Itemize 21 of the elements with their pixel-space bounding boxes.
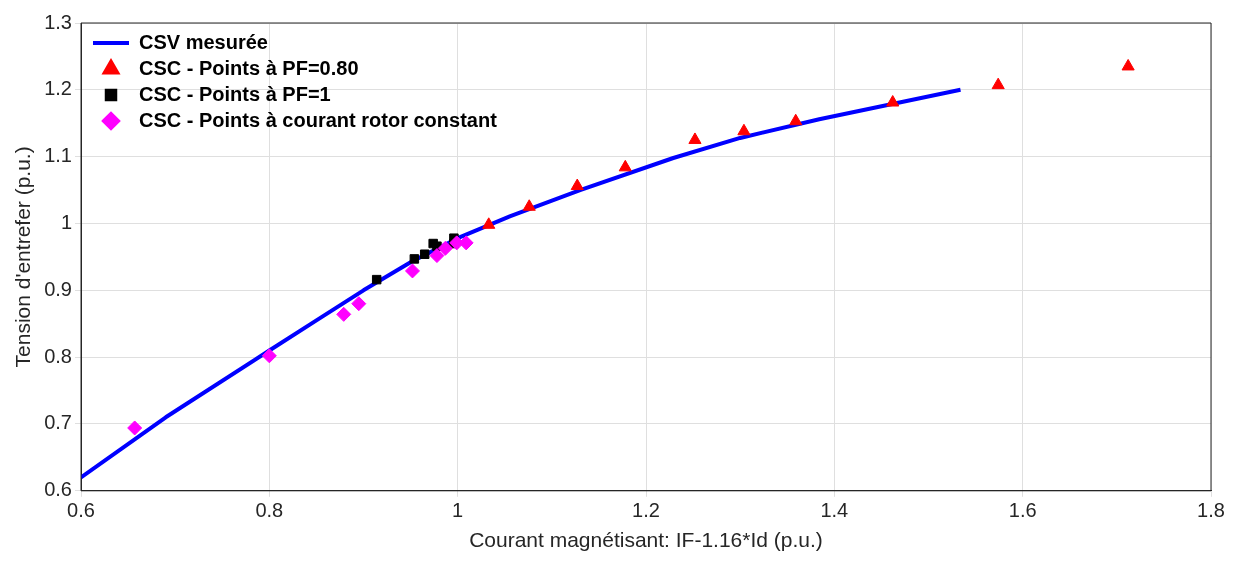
y-tick-label: 1 (60, 211, 72, 233)
y-axis-title: Tension d'entrefer (p.u.) (11, 146, 35, 368)
legend-label: CSV mesurée (139, 30, 268, 53)
x-tick-label: 1.2 (632, 499, 660, 522)
x-tick-label: 0.8 (255, 499, 284, 522)
y-tick-label: 1.1 (44, 144, 72, 167)
y-tick-label: 1.3 (44, 10, 72, 33)
legend-label: CSC - Points à PF=0.80 (139, 56, 359, 79)
x-tick-label: 0.6 (67, 499, 95, 522)
y-tick-label: 0.8 (44, 344, 72, 367)
x-tick-label: 1 (452, 499, 464, 522)
y-tick-label: 0.7 (44, 411, 72, 434)
y-tick-label: 1.2 (44, 77, 72, 100)
x-tick-label: 1.8 (1197, 499, 1225, 522)
y-tick-label: 0.9 (44, 277, 72, 300)
x-tick-label: 1.4 (820, 499, 849, 522)
legend-label: CSC - Points à PF=1 (139, 82, 331, 105)
y-tick-label: 0.6 (44, 478, 72, 501)
x-axis-title: Courant magnétisant: IF-1.16*Id (p.u.) (469, 528, 823, 552)
x-tick-label: 1.6 (1008, 499, 1037, 522)
legend-label: CSC - Points à courant rotor constant (139, 108, 498, 131)
